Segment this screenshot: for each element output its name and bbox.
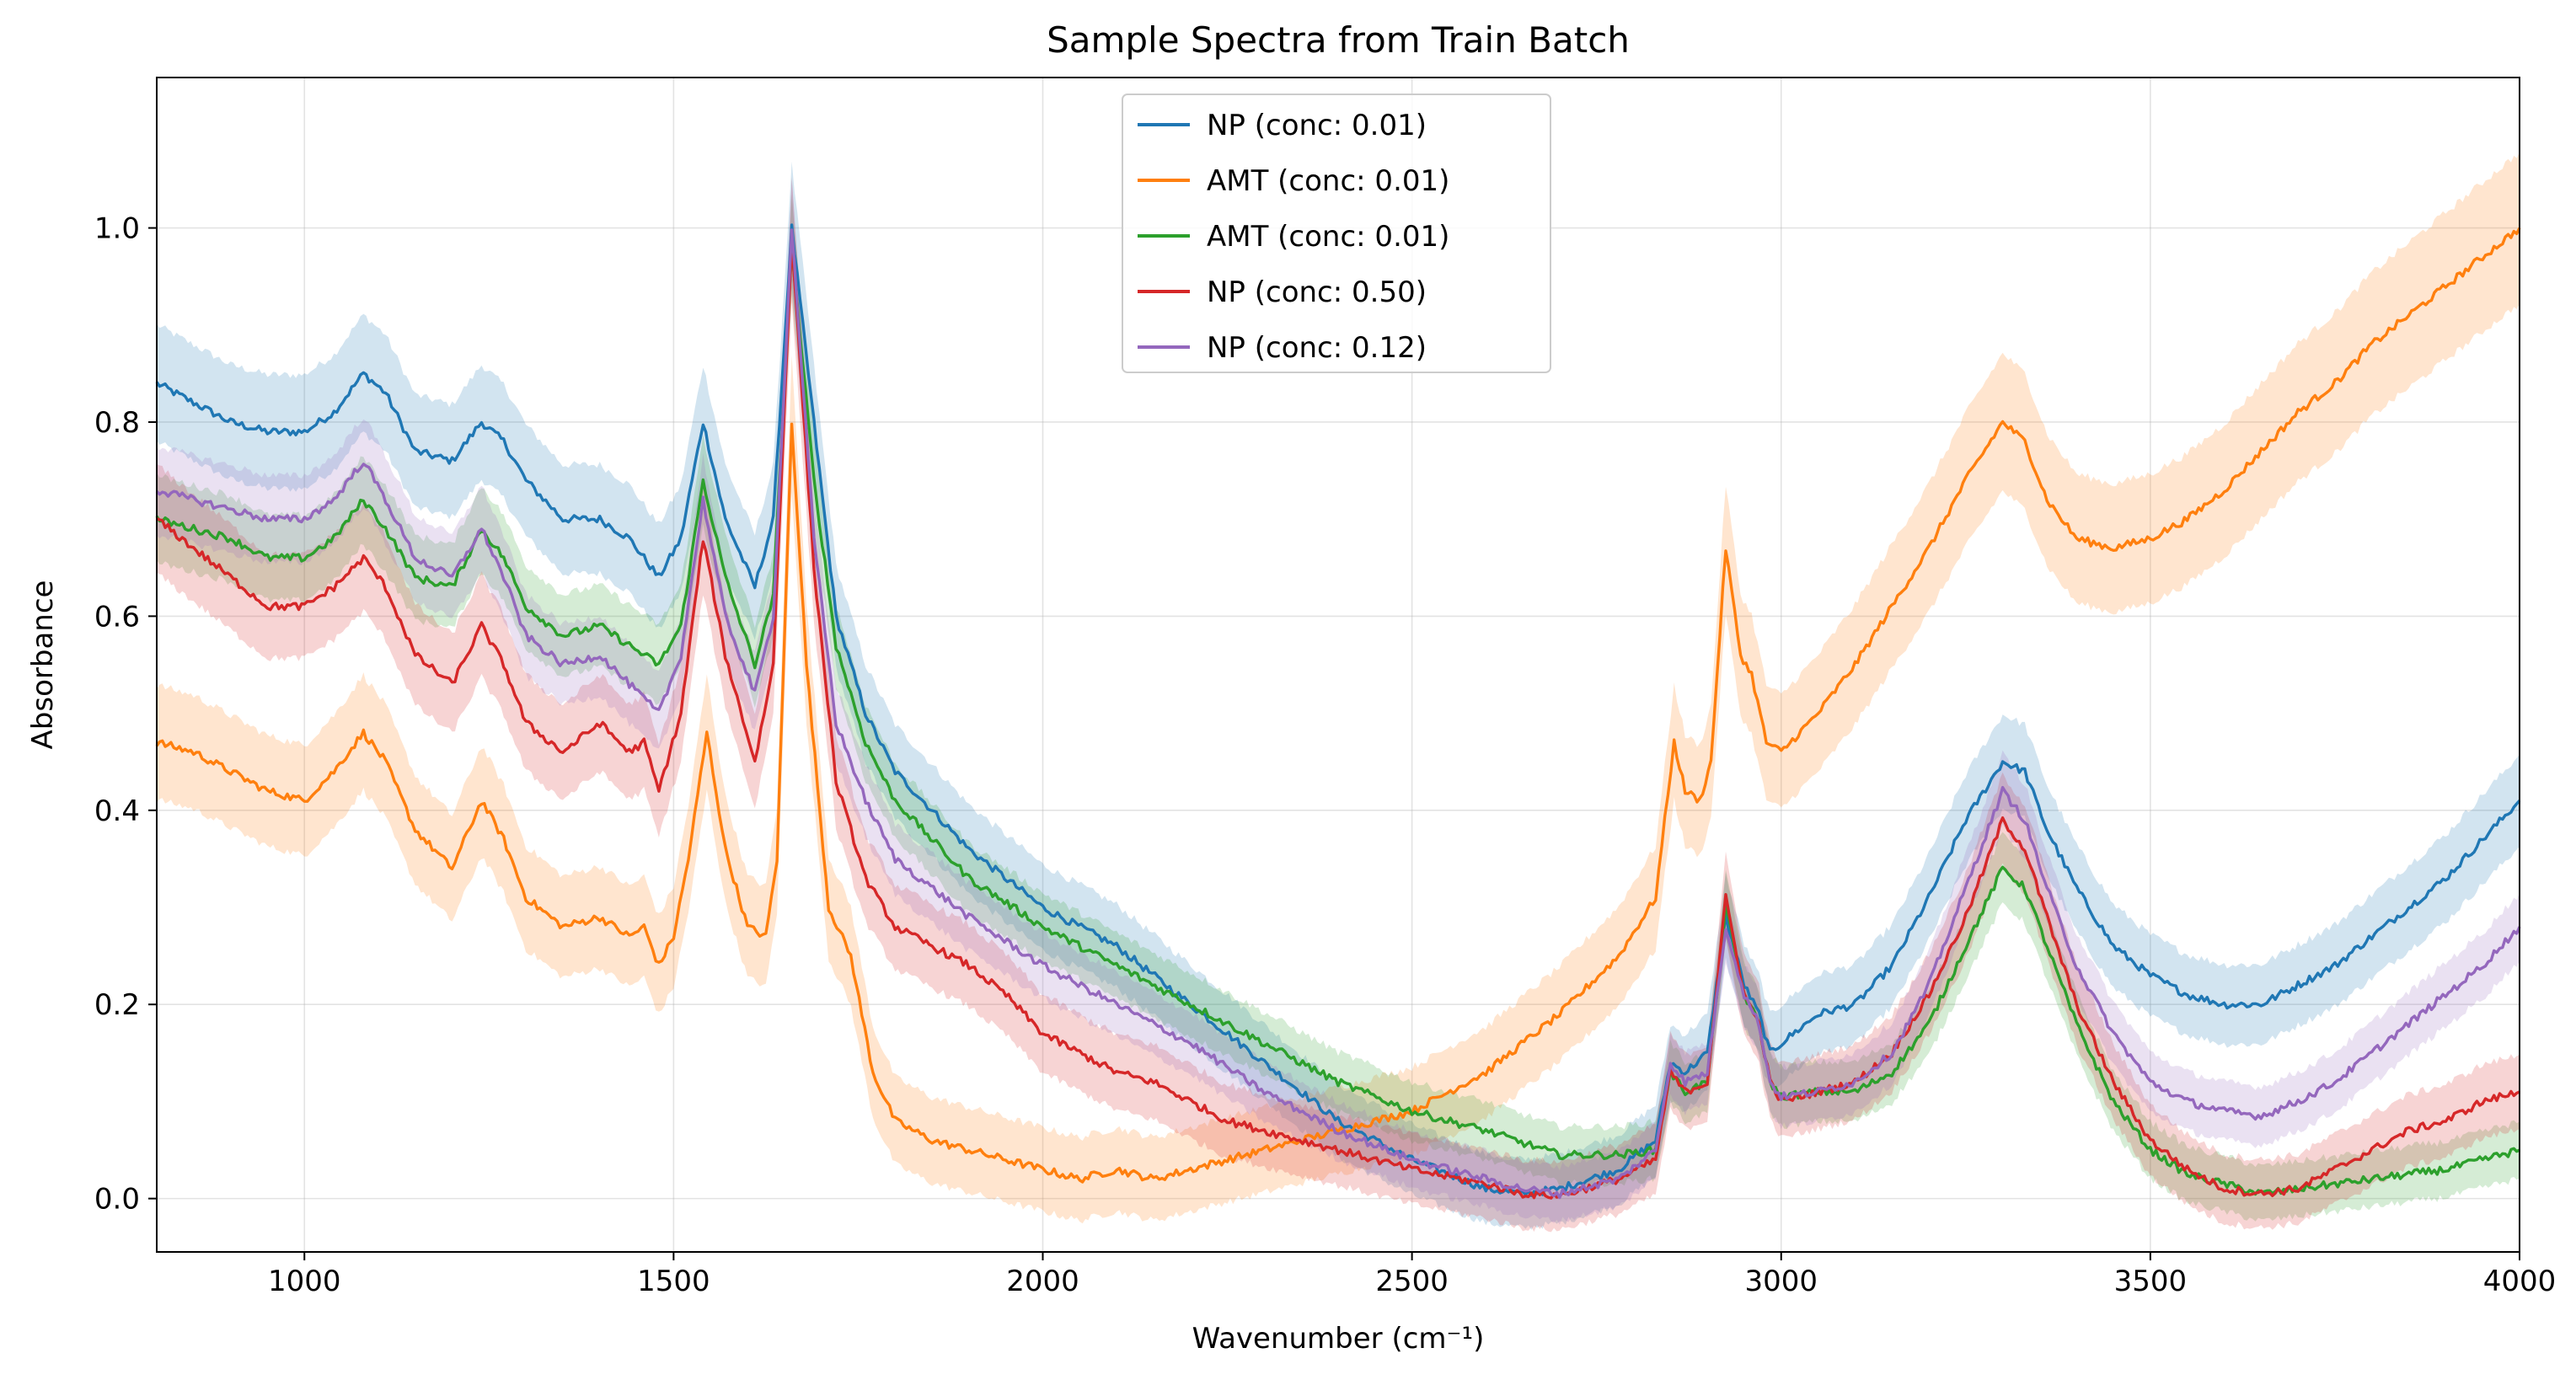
x-tick-label: 3500 [2114, 1265, 2188, 1298]
x-tick-label: 2000 [1006, 1265, 1079, 1298]
legend: NP (conc: 0.01) AMT (conc: 0.01) AMT (conc… [1122, 94, 1551, 373]
x-tick-label: 3000 [1744, 1265, 1818, 1298]
std-bands [157, 152, 2520, 1233]
y-axis-label: Absorbance [26, 580, 60, 750]
y-tick-label: 0.0 [94, 1183, 140, 1217]
plot-frame [156, 77, 2520, 1253]
series-band-1 [157, 152, 2520, 1224]
series-band-4 [157, 179, 2520, 1225]
chart-title: Sample Spectra from Train Batch [1047, 19, 1630, 61]
series-line-1 [155, 227, 2521, 1184]
x-axis-label: Wavenumber (cm⁻¹) [1192, 1322, 1485, 1356]
legend-entry-0: NP (conc: 0.01) [1207, 109, 1427, 142]
series-line-4 [155, 228, 2521, 1200]
y-tick-label: 1.0 [94, 212, 140, 246]
x-tick-label: 1500 [637, 1265, 710, 1298]
series-band-3 [157, 176, 2520, 1233]
legend-box [1122, 94, 1551, 373]
series-line-0 [155, 223, 2521, 1197]
y-tick-label: 0.4 [94, 794, 140, 828]
y-axis-ticks: 0.0 0.2 0.4 0.6 0.8 1.0 [94, 212, 157, 1217]
x-tick-label: 2500 [1375, 1265, 1449, 1298]
x-tick-label: 1000 [268, 1265, 341, 1298]
x-tick-label: 4000 [2483, 1265, 2557, 1298]
series-line-3 [156, 238, 2520, 1200]
y-tick-label: 0.2 [94, 988, 140, 1022]
legend-entry-3: NP (conc: 0.50) [1207, 275, 1427, 309]
y-tick-label: 0.6 [94, 600, 140, 634]
series-lines [155, 223, 2521, 1200]
legend-entry-2: AMT (conc: 0.01) [1207, 220, 1449, 254]
y-tick-label: 0.8 [94, 406, 140, 440]
legend-entry-1: AMT (conc: 0.01) [1207, 164, 1449, 198]
series-line-2 [155, 243, 2520, 1196]
grid [157, 78, 2520, 1252]
x-axis-ticks: 1000 1500 2000 2500 3000 3500 4000 [268, 1252, 2556, 1298]
legend-entry-4: NP (conc: 0.12) [1207, 331, 1427, 365]
